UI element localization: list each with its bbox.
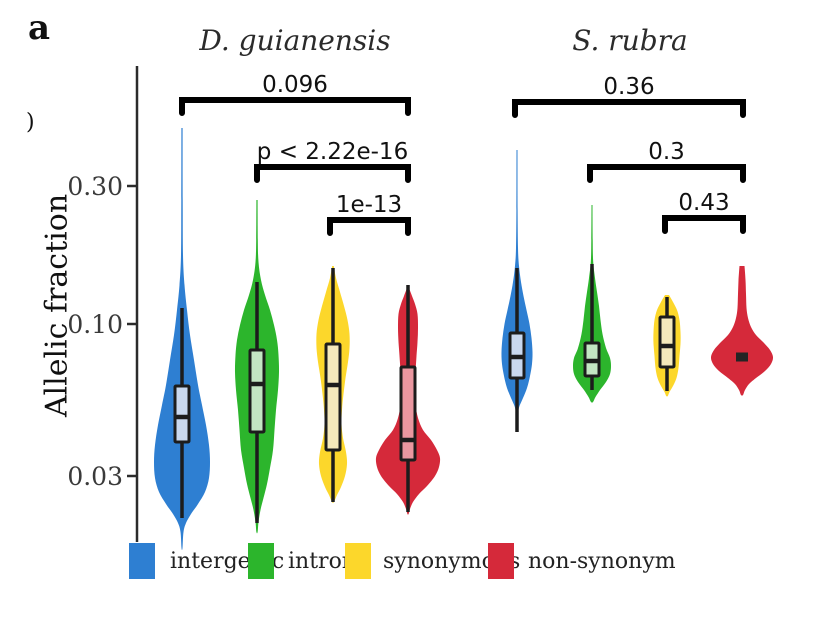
legend-swatch-intron	[248, 543, 274, 579]
legend-swatch-intergenic	[129, 543, 155, 579]
stray-paren-glyph: )	[26, 110, 35, 135]
significance-bracket-4	[587, 164, 746, 183]
significance-bracket-2	[327, 217, 411, 236]
legend-label-intron: intron	[288, 549, 356, 574]
legend-swatch-non-synonym	[488, 543, 514, 579]
y-tick-label-1: 0.10	[67, 310, 123, 339]
significance-bracket-3	[512, 99, 746, 118]
box-dg-synonymous	[324, 342, 342, 452]
box-dg-intergenic	[173, 384, 191, 444]
median-sr-non-synonym	[736, 352, 748, 362]
significance-bracket-0	[179, 97, 411, 116]
box-dg-intron	[248, 348, 266, 434]
group-title-d-guianensis: D. guianensis	[199, 24, 391, 57]
group-title-s-rubra: S. rubra	[572, 24, 688, 57]
violin-sr-non-synonym	[710, 266, 774, 396]
legend-swatch-synonymous	[345, 543, 371, 579]
significance-label-2: 1e-13	[336, 192, 402, 218]
significance-label-0: 0.096	[262, 72, 328, 98]
significance-label-1: p < 2.22e-16	[257, 139, 408, 165]
y-axis-title: Allelic fraction	[39, 193, 75, 418]
significance-bracket-1	[254, 164, 411, 183]
y-tick-label-0: 0.30	[67, 172, 123, 201]
box-dg-non-synonym	[399, 365, 417, 462]
significance-label-4: 0.3	[648, 139, 685, 165]
y-tick-label-2: 0.03	[67, 462, 123, 491]
significance-label-3: 0.36	[603, 74, 654, 100]
significance-bracket-5	[662, 215, 746, 234]
panel-label: a	[28, 8, 51, 48]
box-sr-synonymous	[658, 315, 676, 369]
legend-label-non-synonym: non-synonym	[528, 549, 676, 574]
significance-label-5: 0.43	[678, 190, 729, 216]
